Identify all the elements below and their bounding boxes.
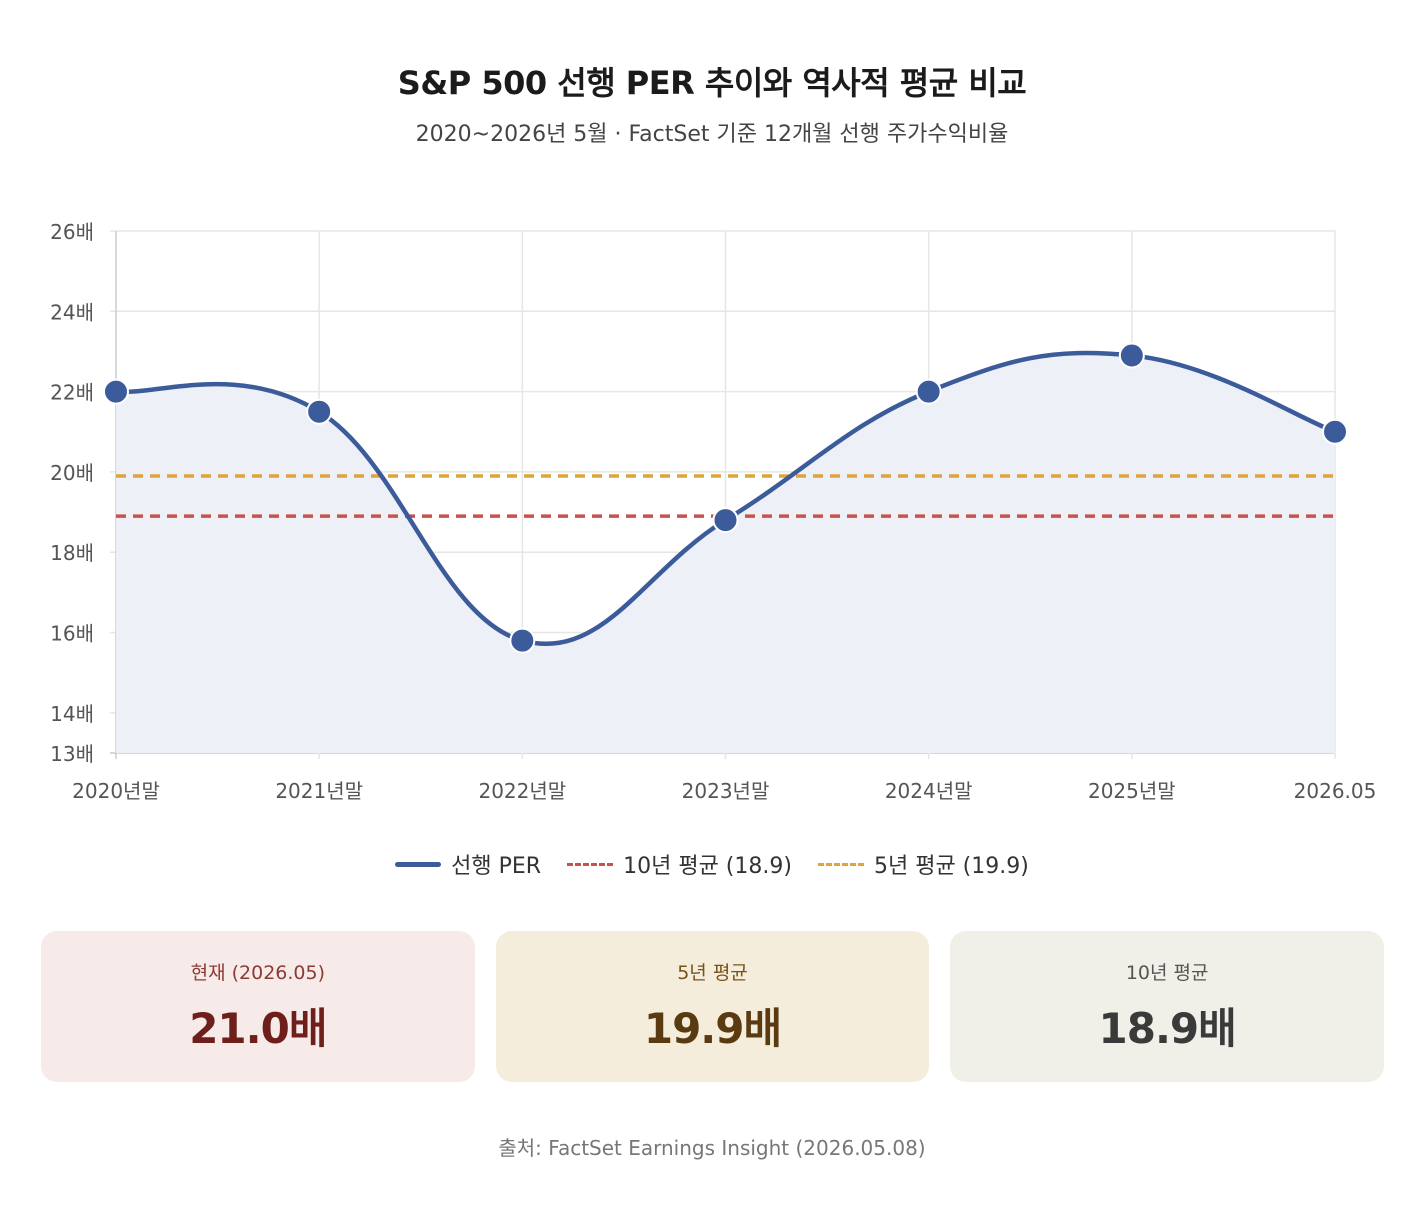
y-tick-label-22: 22배: [50, 381, 94, 405]
legend-label-10y-avg: 10년 평균 (18.9): [623, 854, 792, 879]
x-tick-label-1: 2021년말: [275, 779, 363, 803]
legend-label-per: 선행 PER: [451, 854, 542, 879]
x-tick-label-5: 2025년말: [1088, 779, 1176, 803]
card-10y-label: 10년 평균: [1125, 961, 1209, 984]
chart-legend: 선행 PER 10년 평균 (18.9) 5년 평균 (19.9): [0, 848, 1424, 880]
per-data-point-3: [712, 507, 739, 534]
x-tick-label-2: 2022년말: [478, 779, 566, 803]
per-data-point-5: [1118, 342, 1145, 369]
card-5y-value: 19.9배: [643, 1003, 782, 1053]
chart-title: S&P 500 선행 PER 추이와 역사적 평균 비교: [397, 64, 1027, 102]
per-data-point-4: [915, 378, 942, 405]
y-tick-label-16: 16배: [50, 622, 94, 646]
per-data-point-2: [509, 627, 536, 654]
x-tick-label-3: 2023년말: [682, 779, 770, 803]
card-5y-average: 5년 평균 19.9배: [495, 931, 930, 1082]
x-tick-label-4: 2024년말: [885, 779, 973, 803]
card-10y-value: 18.9배: [1098, 1003, 1237, 1053]
legend-item-5y-avg[interactable]: 5년 평균 (19.9): [817, 848, 1029, 880]
legend-label-5y-avg: 5년 평균 (19.9): [873, 854, 1029, 879]
per-line-chart: 13배 14배 16배 18배 20배 22배 24배 26배 2020년말 2021년말 2022…: [50, 220, 1376, 803]
y-tick-label-24: 24배: [50, 300, 94, 324]
legend-swatch-10y-avg: [567, 862, 614, 866]
summary-cards: 현재 (2026.05) 21.0배 5년 평균 19.9배 10년 평균 18…: [41, 931, 1385, 1082]
card-10y-average: 10년 평균 18.9배: [950, 931, 1385, 1082]
source-note: 출처: FactSet Earnings Insight (2026.05.08…: [498, 1136, 926, 1160]
x-tick-label-0: 2020년말: [72, 779, 160, 803]
legend-swatch-5y-avg: [817, 862, 864, 866]
x-tick-label-6: 2026.05: [1294, 779, 1377, 803]
per-data-point-1: [306, 398, 333, 425]
card-current: 현재 (2026.05) 21.0배: [41, 931, 475, 1082]
data-points: [103, 342, 1348, 654]
y-tick-label-18: 18배: [50, 541, 94, 565]
legend-item-per[interactable]: 선행 PER: [395, 848, 541, 880]
y-tick-label-13: 13배: [50, 742, 94, 766]
axis-labels: 13배 14배 16배 18배 20배 22배 24배 26배 2020년말 2021년말 2022…: [50, 220, 1376, 803]
legend-swatch-per: [395, 861, 442, 867]
per-data-point-0: [103, 378, 129, 405]
area-fill: [116, 352, 1335, 753]
y-tick-label-20: 20배: [50, 461, 94, 485]
chart-subtitle: 2020~2026년 5월 · FactSet 기준 12개월 선행 주가수익비…: [415, 122, 1009, 147]
per-area-fill: [116, 352, 1335, 753]
legend-item-10y-avg[interactable]: 10년 평균 (18.9): [567, 848, 792, 880]
y-tick-label-26: 26배: [50, 220, 94, 244]
per-data-point-6: [1322, 418, 1348, 445]
card-current-label: 현재 (2026.05): [190, 961, 326, 984]
card-5y-label: 5년 평균: [677, 961, 748, 984]
y-tick-label-14: 14배: [50, 702, 94, 726]
card-current-value: 21.0배: [189, 1003, 327, 1053]
